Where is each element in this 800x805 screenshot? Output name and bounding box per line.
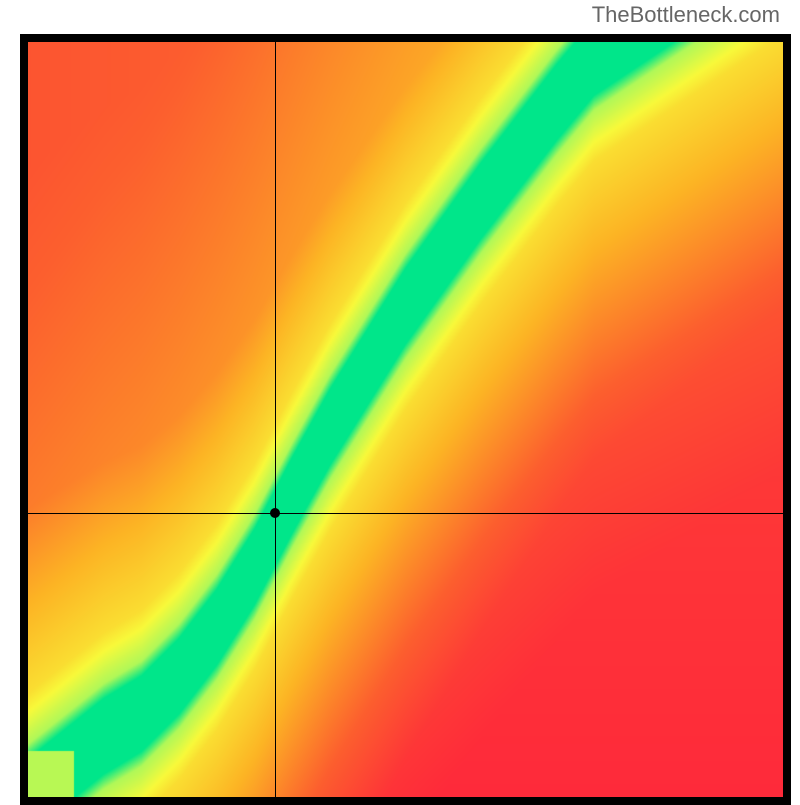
watermark-text: TheBottleneck.com bbox=[592, 2, 780, 28]
plot-area bbox=[20, 34, 791, 805]
chart-container: TheBottleneck.com bbox=[0, 0, 800, 800]
heatmap-canvas bbox=[28, 42, 783, 797]
crosshair-marker bbox=[270, 508, 280, 518]
crosshair-vertical bbox=[275, 42, 276, 797]
crosshair-horizontal bbox=[28, 513, 783, 514]
